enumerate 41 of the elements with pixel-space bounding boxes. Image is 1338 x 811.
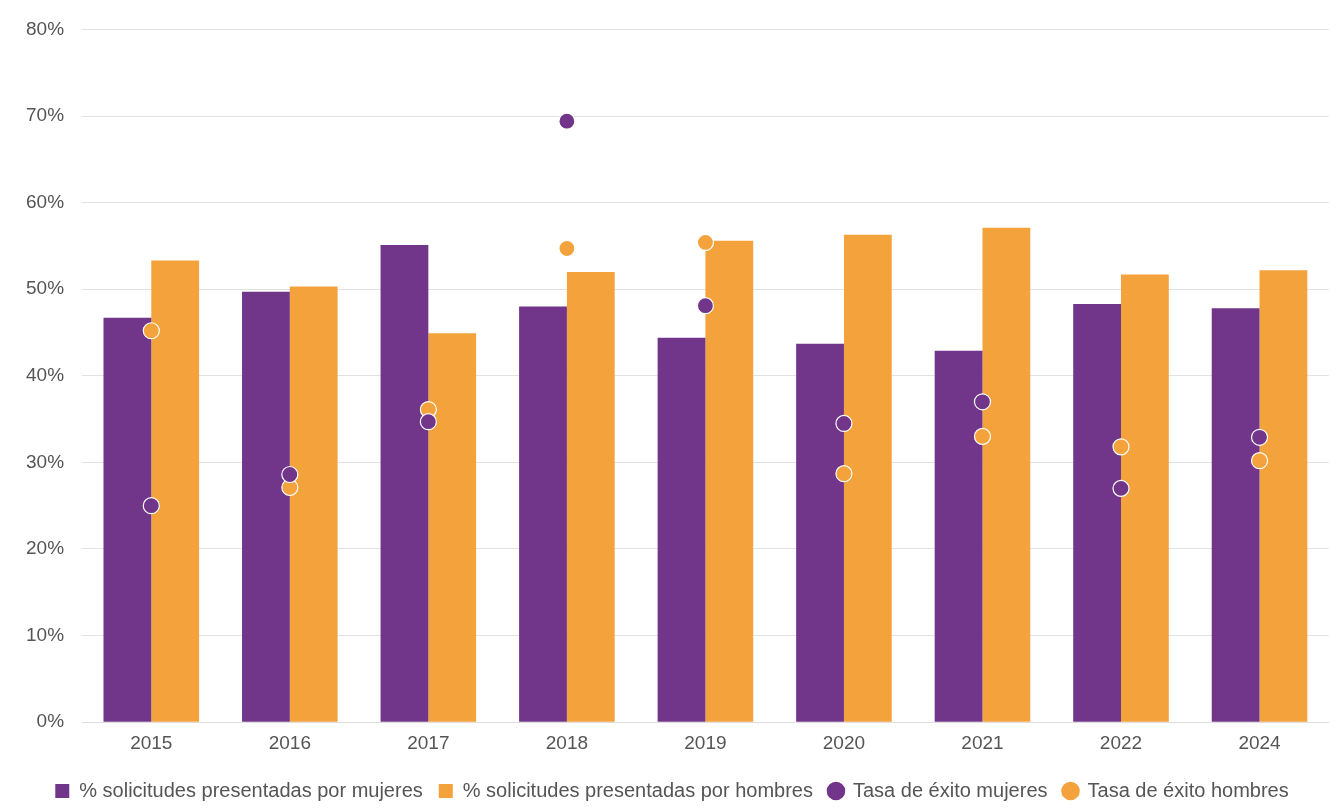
x-tick-label: 2016: [268, 731, 311, 753]
y-tick-label: 70%: [26, 104, 65, 126]
point: [696, 233, 715, 252]
x-tick-label: 2018: [545, 731, 589, 753]
bar: [566, 271, 615, 722]
x-tick-label: 2022: [1099, 731, 1143, 753]
point: [142, 322, 160, 340]
y-tick-label: 60%: [26, 190, 65, 212]
x-tick-label: 2019: [684, 731, 727, 753]
point: [973, 393, 992, 411]
point: [1112, 438, 1130, 456]
point: [419, 413, 437, 431]
x-tick-label: 2015: [130, 731, 173, 753]
y-tick-label: 10%: [26, 623, 65, 645]
y-tick-label: 30%: [26, 450, 65, 472]
point: [835, 465, 853, 483]
legend-label: Tasa de éxito mujeres: [852, 778, 1048, 801]
legend-label: % solicitudes presentadas por mujeres: [79, 778, 423, 801]
point: [281, 465, 299, 484]
bar: [657, 337, 706, 722]
y-tick-label: 20%: [26, 537, 65, 559]
y-tick-label: 80%: [26, 17, 65, 39]
point: [558, 112, 576, 130]
point: [142, 497, 160, 515]
point: [973, 427, 992, 446]
y-tick-label: 0%: [36, 710, 65, 732]
point: [558, 239, 576, 258]
point: [835, 414, 853, 433]
x-tick-label: 2024: [1238, 731, 1282, 753]
x-tick-label: 2020: [822, 731, 866, 753]
x-tick-label: 2021: [961, 731, 1004, 753]
legend-label: % solicitudes presentadas por hombres: [462, 778, 813, 801]
x-tick-label: 2017: [407, 731, 450, 753]
legend-label: Tasa de éxito hombres: [1087, 778, 1289, 801]
y-tick-label: 40%: [26, 364, 65, 386]
point: [1250, 452, 1269, 470]
bar: [519, 306, 567, 722]
point: [696, 297, 715, 315]
y-tick-label: 50%: [26, 277, 65, 299]
point: [1112, 479, 1130, 497]
point: [1250, 428, 1269, 446]
